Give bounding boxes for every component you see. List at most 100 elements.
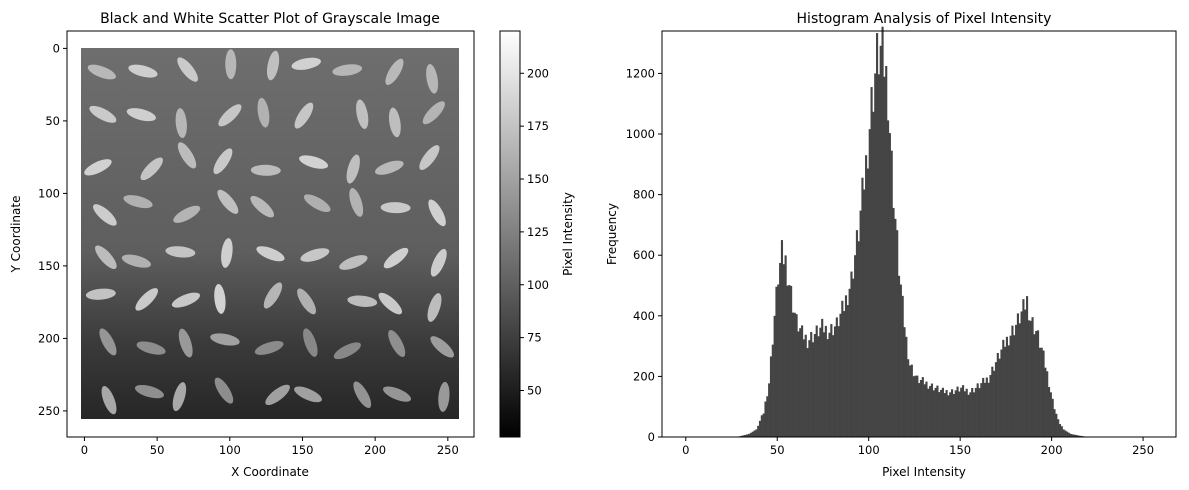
histogram-bar xyxy=(963,391,966,437)
histogram-bar xyxy=(888,133,891,438)
rice-grain xyxy=(177,142,197,169)
colorbar-tick-label: 175 xyxy=(527,119,549,133)
histogram-bar xyxy=(782,264,785,437)
histogram-bar xyxy=(1042,350,1045,437)
histogram-bar xyxy=(848,288,851,437)
histogram-bar xyxy=(821,318,824,437)
histogram-bar xyxy=(980,383,983,437)
histogram-y-tick-label: 200 xyxy=(633,369,655,383)
histogram-bar xyxy=(1011,325,1014,437)
histogram-bar xyxy=(923,384,926,437)
rice-grain xyxy=(303,328,318,357)
histogram-bar xyxy=(932,390,935,437)
rice-grain xyxy=(214,284,226,314)
rice-grain xyxy=(93,204,117,226)
histogram-y-tick-label: 400 xyxy=(633,309,655,323)
histogram-bar xyxy=(1044,367,1047,437)
rice-grain xyxy=(225,49,237,80)
histogram-bar xyxy=(757,425,760,437)
histogram-bar xyxy=(945,390,948,437)
rice-grain xyxy=(380,202,411,214)
histogram-bar xyxy=(894,218,897,437)
rice-grain xyxy=(85,288,116,300)
histogram-bar xyxy=(766,396,769,437)
histogram-bar xyxy=(1055,413,1058,437)
histogram-bar xyxy=(1036,330,1040,437)
histogram-bar xyxy=(780,240,784,437)
histogram-bar xyxy=(967,394,970,437)
histogram-bar xyxy=(779,262,782,437)
histogram-bar xyxy=(859,210,862,437)
histogram-bar xyxy=(810,332,813,437)
histogram-bar xyxy=(797,331,800,437)
histogram-bar xyxy=(817,336,820,437)
image-y-tick-label: 0 xyxy=(53,41,60,55)
rice-grain xyxy=(177,57,198,82)
rice-grain xyxy=(356,99,369,129)
rice-grain xyxy=(303,194,331,213)
histogram-bar xyxy=(925,381,928,437)
rice-grain xyxy=(382,386,412,402)
histogram-bar xyxy=(746,434,749,437)
histogram-bar xyxy=(1005,336,1009,437)
rice-grain xyxy=(218,104,242,127)
colorbar-tick-label: 125 xyxy=(527,225,549,239)
histogram-bar xyxy=(790,285,793,437)
rice-grain xyxy=(430,336,455,358)
rice-grain xyxy=(346,154,360,184)
histogram-bar xyxy=(958,391,961,437)
histogram-bars xyxy=(736,26,1089,438)
histogram-bar xyxy=(824,325,827,437)
histogram-bar xyxy=(994,362,998,437)
histogram-bar xyxy=(1064,430,1067,437)
histogram-bar xyxy=(960,387,963,437)
histogram-bar xyxy=(742,435,745,437)
image-chart-title: Black and White Scatter Plot of Grayscal… xyxy=(100,11,440,27)
histogram-bar xyxy=(1057,419,1060,437)
histogram-bar xyxy=(1029,320,1032,437)
histogram-bar xyxy=(857,241,860,437)
rice-grain xyxy=(349,188,364,217)
histogram-y-tick-label: 1000 xyxy=(626,127,655,141)
histogram-bar xyxy=(822,332,826,437)
histogram-bar xyxy=(996,352,999,437)
histogram-bar xyxy=(795,314,798,437)
histogram-bar xyxy=(877,74,880,437)
histogram-bar xyxy=(919,380,923,437)
rice-grain xyxy=(250,195,274,218)
histogram-bar xyxy=(788,285,791,437)
histogram-bar xyxy=(806,348,809,437)
histogram-bar xyxy=(940,389,943,437)
rice-grain xyxy=(214,377,234,404)
histogram-bar xyxy=(1049,392,1052,437)
rice-grain xyxy=(128,64,158,78)
colorbar-ticks: 50 75 100 125 150 175 200 xyxy=(520,66,549,397)
histogram-bar xyxy=(914,375,917,437)
histogram-bar xyxy=(1000,349,1003,437)
histogram-bar xyxy=(936,385,939,437)
histogram-bar xyxy=(764,401,767,437)
histogram-bar xyxy=(961,385,965,437)
histogram-bar xyxy=(804,334,807,437)
histogram-bar xyxy=(883,76,886,438)
histogram-bar xyxy=(868,129,871,438)
image-x-tick-label: 200 xyxy=(364,443,386,457)
histogram-x-tick-label: 100 xyxy=(858,443,880,457)
histogram-bar xyxy=(828,332,831,437)
histogram-bar xyxy=(1020,311,1023,437)
histogram-bar xyxy=(1016,313,1019,437)
histogram-bar xyxy=(985,377,988,437)
histogram-bar xyxy=(956,386,959,437)
histogram-bar xyxy=(808,340,811,437)
rice-grain xyxy=(388,329,406,357)
image-x-tick-label: 250 xyxy=(437,443,459,457)
histogram-bar xyxy=(865,155,868,437)
histogram-chart: Histogram Analysis of Pixel Intensity 0 5… xyxy=(605,11,1177,479)
rice-grain xyxy=(300,248,330,262)
rice-grain xyxy=(221,238,233,268)
histogram-bar xyxy=(943,393,946,437)
rice-grain xyxy=(265,384,290,406)
histogram-bar xyxy=(819,327,822,437)
histogram-bar xyxy=(813,333,816,437)
